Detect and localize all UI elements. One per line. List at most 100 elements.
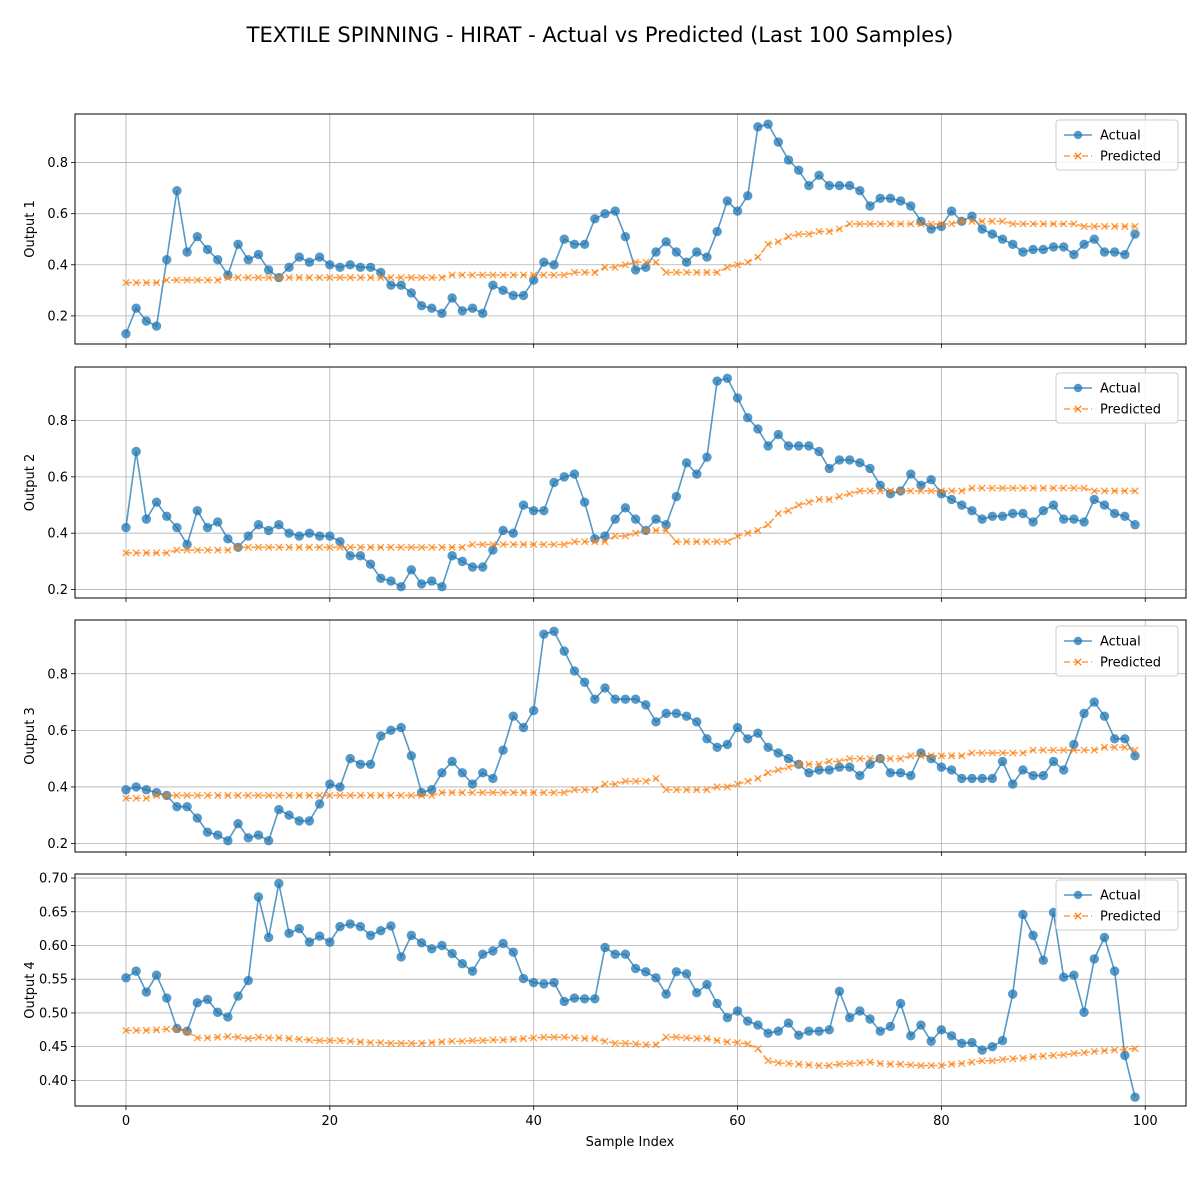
data-point-predicted [1090,222,1098,231]
data-point-actual [620,694,631,704]
data-point-predicted [550,1033,558,1041]
data-point-predicted [703,537,711,546]
data-point-predicted [1070,484,1078,492]
data-point-predicted [1049,746,1058,754]
data-point-actual [294,923,304,934]
data-point-predicted [886,220,895,228]
subplot-4: 0.40 0.45 0.50 0.55 0.60 0.65 0.70 0 20 40 60 80 100… [23,872,1187,1129]
data-point-actual [600,208,610,219]
data-point-predicted [703,268,711,277]
data-point-predicted [591,537,599,546]
data-point-predicted [387,543,395,551]
data-point-predicted [774,238,782,246]
data-point-predicted [642,1040,650,1049]
data-point-actual [1109,734,1120,744]
data-point-predicted [917,487,925,495]
data-point-actual [855,1006,865,1016]
data-point-predicted [397,273,405,282]
data-point-predicted [642,777,650,785]
data-point-actual [620,949,631,959]
data-point-predicted [1019,484,1027,492]
data-point-actual [263,265,274,275]
data-point-predicted [458,543,466,551]
data-point-predicted [968,217,976,225]
data-point-predicted [744,1040,752,1048]
data-point-predicted [1121,222,1129,231]
data-point-actual [824,1025,834,1035]
data-point-predicted [1070,220,1078,228]
data-point-actual [906,1031,916,1041]
legend-label-actual: Actual [1100,129,1141,144]
data-point-predicted [234,543,242,551]
data-point-predicted [611,532,619,540]
data-point-predicted [805,498,813,506]
data-point-predicted [1131,487,1139,495]
data-point-predicted [1009,749,1017,757]
data-point-predicted [611,1039,619,1047]
data-point-actual [671,967,682,977]
data-point-actual [223,534,233,544]
data-point-predicted [560,1033,568,1041]
data-point-predicted [132,279,140,287]
data-point-actual [1038,244,1049,255]
data-point-actual [936,762,947,772]
data-point-actual [121,973,131,983]
data-point-predicted [621,532,630,540]
data-point-actual [162,511,172,522]
data-point-actual [610,206,620,216]
legend-marker-x [1074,912,1082,920]
data-point-actual [824,765,834,775]
data-point-predicted [795,1060,803,1068]
data-point-predicted [428,543,436,551]
data-point-actual [559,996,569,1007]
data-point-actual [549,977,559,988]
data-point-predicted [795,501,803,509]
data-point-predicted [652,258,660,266]
data-point-predicted [1060,484,1068,492]
data-point-predicted [947,1060,956,1068]
legend-label-actual: Actual [1100,635,1141,650]
data-point-predicted [968,749,976,757]
data-point-predicted [611,780,619,788]
data-point-predicted [163,276,171,284]
data-point-actual [793,441,804,451]
data-point-predicted [682,786,691,794]
data-point-actual [396,582,406,592]
data-point-actual [1018,765,1028,775]
data-point-predicted [438,1038,446,1046]
y-tick-label: 0.6 [47,470,68,485]
data-point-predicted [152,279,161,287]
data-point-actual [753,424,763,434]
data-point-predicted [1080,222,1088,231]
data-point-actual [773,429,783,440]
data-point-actual [885,1021,896,1032]
data-point-predicted [377,543,385,551]
data-point-predicted [825,1061,833,1070]
data-point-actual [834,986,845,997]
data-point-predicted [254,543,263,551]
data-point-actual [406,565,417,575]
data-point-actual [1008,779,1018,789]
data-point-actual [620,231,631,242]
data-point-actual [284,262,294,273]
data-point-predicted [407,1039,416,1047]
data-point-predicted [163,791,171,800]
data-point-predicted [1019,1054,1027,1062]
data-point-predicted [244,791,252,800]
data-point-actual [692,717,702,727]
data-point-actual [1028,517,1038,527]
data-point-actual [243,531,253,541]
data-point-predicted [519,788,528,797]
legend-box [1055,879,1179,931]
axes-frame [74,619,1187,853]
data-point-predicted [275,273,283,282]
data-point-predicted [784,763,793,771]
data-point-predicted [285,1034,293,1043]
data-point-predicted [845,220,854,228]
subplot-3: 0.2 0.4 0.6 0.8 Output 3 Actual Predicted [23,619,1187,856]
data-point-actual [212,254,223,265]
data-point-predicted [1029,484,1037,492]
data-point-actual [763,441,773,451]
data-point-actual [478,768,488,778]
data-point-predicted [693,268,701,277]
